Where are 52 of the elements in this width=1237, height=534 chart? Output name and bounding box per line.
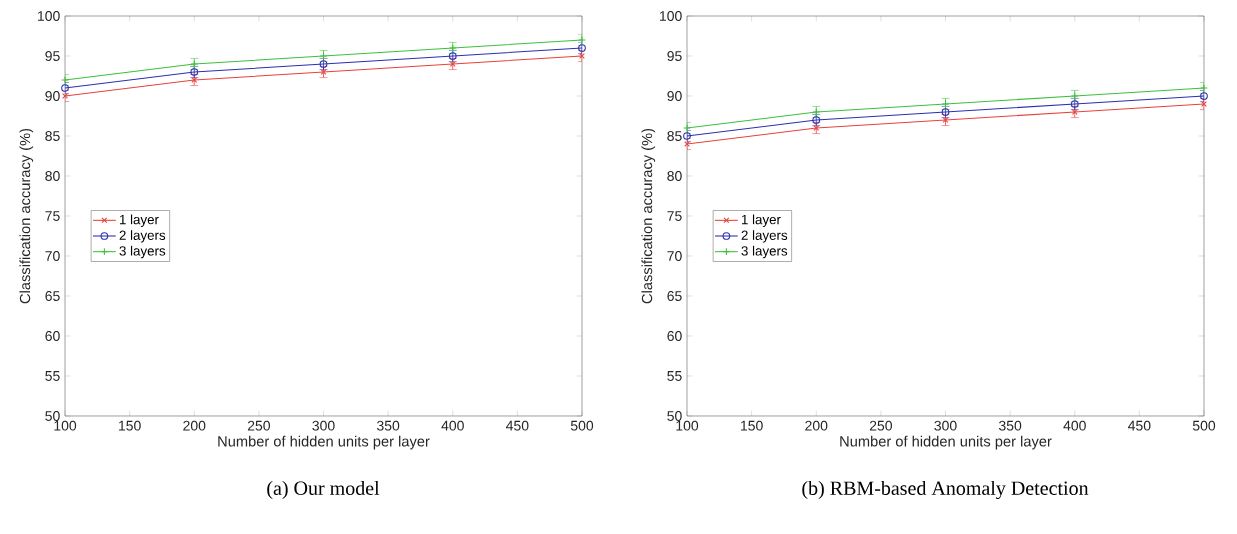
legend-label: 2 layers	[119, 230, 166, 243]
y-tick-label: 80	[667, 171, 682, 181]
y-tick-label: 75	[667, 211, 682, 221]
y-tick-label: 70	[667, 251, 682, 261]
x-tick-label: 500	[570, 420, 594, 431]
y-tick-label: 80	[45, 171, 60, 181]
x-tick-label: 500	[1192, 420, 1216, 431]
y-tick-label: 55	[667, 371, 682, 381]
x-tick-label: 150	[119, 420, 141, 431]
legend-label: 3 layers	[741, 245, 788, 259]
y-tick-label: 65	[667, 291, 682, 301]
x-tick-label: 450	[1128, 420, 1151, 431]
x-tick-label: 250	[247, 420, 271, 431]
y-tick-label: 60	[667, 331, 682, 341]
x-tick-label: 100	[54, 420, 77, 431]
x-axis-title: Number of hidden units per layer	[218, 435, 430, 450]
legend-label: 2 layers	[741, 230, 788, 243]
y-tick-label: 100	[660, 11, 682, 21]
text: (a) Our model	[267, 480, 380, 500]
y-tick-label: 60	[45, 331, 60, 341]
x-axis-title: Number of hidden units per layer	[840, 435, 1052, 450]
y-tick-label: 50	[667, 411, 682, 421]
y-axis-title: Classification accuracy (%)	[19, 128, 34, 304]
x-tick-label: 250	[869, 420, 892, 431]
y-tick-label: 90	[45, 91, 60, 101]
legend-label: 1 layer	[119, 214, 159, 227]
x-tick-label: 400	[1063, 420, 1086, 431]
y-tick-label: 55	[45, 371, 60, 381]
x-tick-label: 200	[183, 420, 206, 431]
y-tick-label: 100	[38, 11, 60, 21]
y-tick-label: 90	[667, 91, 682, 101]
x-tick-label: 350	[376, 420, 400, 431]
x-tick-label: 400	[441, 420, 464, 431]
y-tick-label: 95	[45, 51, 60, 61]
y-tick-label: 75	[45, 211, 60, 221]
y-tick-label: 70	[45, 251, 60, 261]
x-tick-label: 200	[805, 420, 828, 431]
x-tick-label: 350	[998, 420, 1022, 431]
y-tick-label: 50	[45, 411, 60, 421]
x-tick-label: 300	[934, 420, 957, 431]
y-tick-label: 65	[45, 291, 60, 301]
x-tick-label: 450	[506, 420, 529, 431]
legend-label: 3 layers	[119, 245, 166, 259]
y-tick-label: 85	[667, 131, 682, 141]
y-tick-label: 85	[45, 131, 60, 141]
x-tick-label: 150	[741, 420, 763, 431]
x-tick-label: 300	[312, 420, 335, 431]
text: (b) RBM-based Anomaly Detection	[802, 480, 1089, 500]
y-axis-title: Classification accuracy (%)	[641, 128, 656, 304]
y-tick-label: 95	[667, 51, 682, 61]
legend-label: 1 layer	[741, 214, 781, 227]
x-tick-label: 100	[676, 420, 699, 431]
